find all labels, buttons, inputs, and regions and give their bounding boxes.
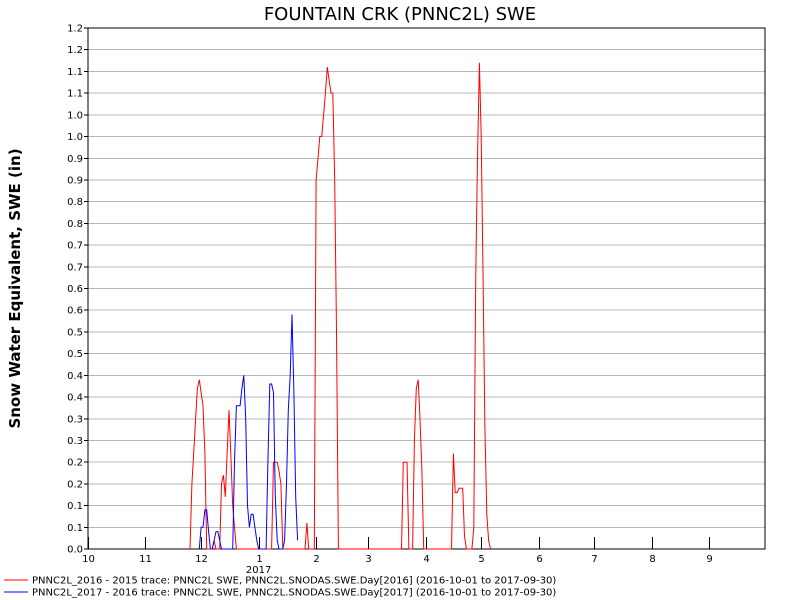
y-tick-label: 0.3 [67,414,83,425]
x-year-label: 2017 [246,565,271,576]
x-tick-label: 1 [256,554,262,565]
y-tick-label: 0.2 [67,458,83,469]
y-tick-label: 0.1 [67,501,83,512]
x-tick-label: 7 [591,554,597,565]
x-tick-label: 5 [478,554,484,565]
legend-label-2: PNNC2L_2017 - 2016 trace: PNNC2L SWE, PN… [32,588,556,599]
y-tick-label: 0.6 [67,284,83,295]
y-tick-label: 0.5 [67,327,83,338]
x-tick-label: 9 [706,554,712,565]
y-tick-label: 1.1 [67,67,83,78]
y-tick-label: 1.2 [67,24,83,35]
x-tick-label: 10 [82,554,95,565]
series-line-1 [189,62,491,550]
axes: 0.0 0.1 0.1 0.2 0.2 0.3 0.3 0.4 0.4 0.5 0.5 0.6 0.6 0… [67,24,766,576]
y-tick-label: 1.1 [67,89,83,100]
x-tick-label: 11 [139,554,152,565]
y-tick-label: 0.7 [67,241,83,252]
y-axis-label: Snow Water Equivalent, SWE (in) [6,148,24,428]
y-tick-label: 1.2 [67,45,83,56]
y-tick-label: 0.6 [67,306,83,317]
y-tick-label: 0.4 [67,393,83,404]
y-tick-label: 0.8 [67,197,83,208]
series-area [189,62,491,550]
series-line-2 [198,314,299,550]
y-tick-label: 0.9 [67,154,83,165]
legend-label-1: PNNC2L_2016 - 2015 trace: PNNC2L SWE, PN… [32,576,556,587]
x-tick-label: 6 [536,554,542,565]
y-tick-label: 0.3 [67,436,83,447]
grid [88,27,765,528]
y-tick-label: 0.5 [67,349,83,360]
y-tick-label: 0.2 [67,479,83,490]
legend: PNNC2L_2016 - 2015 trace: PNNC2L SWE, PN… [4,576,556,599]
y-tick-label: 0.8 [67,219,83,230]
y-tick-label: 0.7 [67,262,83,273]
y-tick-label: 1.0 [67,132,83,143]
y-tick-label: 1.0 [67,110,83,121]
y-tick-label: 0.1 [67,523,83,534]
x-tick-label: 12 [195,554,208,565]
x-tick-label: 8 [649,554,655,565]
chart-title: FOUNTAIN CRK (PNNC2L) SWE [264,4,536,25]
y-tick-label: 0.9 [67,175,83,186]
x-tick-label: 4 [423,554,429,565]
y-tick-label: 0.0 [67,545,83,556]
x-tick-label: 3 [365,554,371,565]
x-tick-label: 2 [313,554,319,565]
y-tick-label: 0.4 [67,371,83,382]
